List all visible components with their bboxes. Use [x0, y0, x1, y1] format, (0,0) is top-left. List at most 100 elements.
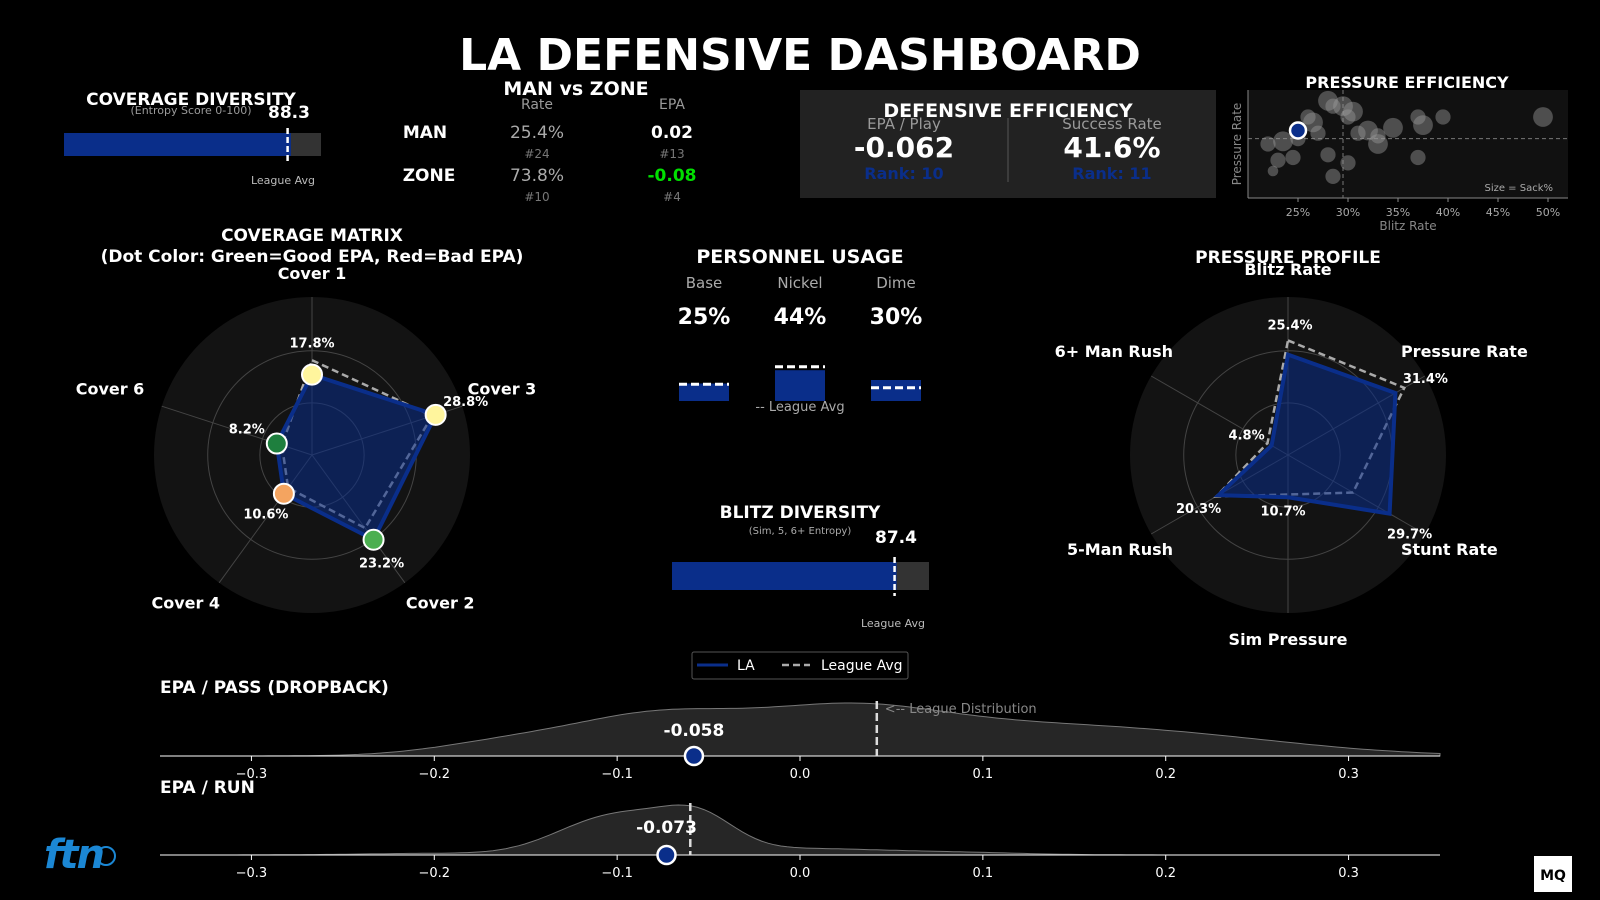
scatter-point — [1410, 109, 1426, 125]
coverage-diversity-avg-label: League Avg — [251, 174, 315, 187]
personnel-label: Nickel — [777, 274, 822, 292]
x-tick-label: 40% — [1436, 206, 1460, 219]
scatter-team-point — [1288, 121, 1308, 140]
scatter-point — [1340, 109, 1356, 125]
personnel-value: 25% — [678, 305, 731, 330]
pressure-profile-title: PRESSURE PROFILE — [1195, 248, 1381, 268]
x-tick-label: 0.0 — [790, 767, 811, 782]
x-tick-label: −0.2 — [418, 767, 450, 782]
radar-value-label: 10.6% — [243, 508, 288, 523]
epa-pass-title: EPA / PASS (DROPBACK) — [160, 678, 389, 698]
scatter-point — [1370, 128, 1386, 144]
scatter-point — [1318, 90, 1338, 111]
personnel-bar — [775, 370, 825, 401]
man-epa: 0.02 — [651, 123, 693, 143]
man-epa-rank: #13 — [659, 147, 684, 161]
radar-axis-label: Cover 2 — [406, 594, 475, 613]
blitz-diversity-subtitle: (Sim, 5, 6+ Entropy) — [749, 526, 852, 537]
scatter-point — [1435, 109, 1451, 125]
man-row-label: MAN — [403, 123, 447, 143]
scatter-point — [1310, 125, 1326, 141]
radar-value-label: 25.4% — [1267, 319, 1312, 334]
pressure-efficiency-note: Size = Sack% — [1484, 183, 1553, 194]
coverage-diversity-panel: COVERAGE DIVERSITY (Entropy Score 0-100)… — [64, 90, 321, 187]
man-zone-col-rate: Rate — [521, 97, 553, 113]
x-tick-label: 25% — [1286, 206, 1310, 219]
x-tick-label: 50% — [1536, 206, 1560, 219]
radar-team — [274, 372, 439, 543]
man-rate: 25.4% — [510, 123, 564, 143]
radar-point — [424, 403, 447, 426]
scatter-point — [1267, 165, 1279, 177]
scatter-point — [1350, 125, 1366, 141]
radar-axis-label: 6+ Man Rush — [1055, 342, 1173, 361]
scatter-point — [1383, 117, 1403, 138]
scatter-point — [1325, 98, 1341, 114]
mq-logo: MQ — [1534, 856, 1572, 892]
epa-run-distribution — [160, 804, 1440, 856]
epa-pass-chart: EPA / PASS (DROPBACK) <-- League Distrib… — [160, 678, 1441, 782]
epa-run-value: -0.073 — [636, 818, 697, 838]
scatter-point — [1533, 107, 1553, 127]
x-tick-label: 30% — [1336, 206, 1360, 219]
x-tick-label: 0.1 — [973, 866, 994, 881]
pressure-efficiency-ylabel: Pressure Rate — [1230, 103, 1244, 186]
page-title: LA DEFENSIVE DASHBOARD — [459, 30, 1141, 81]
radar-axis-label: Cover 1 — [278, 264, 347, 283]
zone-epa-rank: #4 — [663, 190, 681, 204]
success-rate-label: Success Rate — [1062, 115, 1162, 133]
radar-point — [265, 432, 288, 455]
coverage-diversity-subtitle: (Entropy Score 0-100) — [130, 104, 251, 117]
x-tick-label: −0.2 — [418, 866, 450, 881]
coverage-diversity-value: 88.3 — [268, 103, 310, 123]
scatter-point — [1340, 155, 1356, 171]
mq-logo-box — [1534, 856, 1572, 892]
scatter-point — [1410, 149, 1426, 166]
epa-play-rank: Rank: 10 — [864, 164, 943, 183]
pressure-efficiency-title: PRESSURE EFFICIENCY — [1305, 73, 1509, 92]
radar-point — [272, 482, 295, 505]
scatter-point — [1303, 112, 1323, 133]
x-tick-label: 0.0 — [790, 866, 811, 881]
epa-pass-distribution — [160, 702, 1441, 757]
blitz-diversity-value: 87.4 — [875, 528, 917, 548]
personnel-usage-avg-label: -- League Avg — [755, 400, 844, 415]
radar-value-label: 17.8% — [289, 337, 334, 352]
scatter-point — [1270, 152, 1286, 168]
personnel-label: Base — [686, 274, 723, 292]
blitz-diversity-title: BLITZ DIVERSITY — [720, 503, 881, 523]
radar-axis-label: Stunt Rate — [1401, 540, 1498, 559]
personnel-bar — [871, 380, 921, 401]
epa-pass-dist-label: <-- League Distribution — [885, 702, 1037, 717]
x-tick-label: −0.3 — [236, 866, 268, 881]
radar-axis-label: Sim Pressure — [1229, 630, 1348, 649]
personnel-value: 30% — [870, 305, 923, 330]
man-zone-title: MAN vs ZONE — [503, 78, 648, 100]
epa-pass-value: -0.058 — [664, 721, 725, 741]
scatter-point — [1343, 101, 1363, 122]
personnel-value: 44% — [774, 305, 827, 330]
radar-spoke — [1150, 375, 1289, 456]
radar-value-label: 4.8% — [1229, 429, 1265, 444]
personnel-usage-title: PERSONNEL USAGE — [696, 246, 903, 268]
x-tick-label: 0.1 — [973, 767, 994, 782]
epa-play-value: -0.062 — [854, 131, 954, 164]
ftn-logo-text: ftn — [44, 832, 104, 878]
x-tick-label: −0.3 — [236, 767, 268, 782]
coverage-matrix-subtitle: (Dot Color: Green=Good EPA, Red=Bad EPA) — [101, 247, 524, 267]
radar-point — [362, 528, 385, 551]
zone-rate: 73.8% — [510, 166, 564, 186]
ftn-logo: ftn — [44, 832, 116, 878]
blitz-diversity-panel: BLITZ DIVERSITY (Sim, 5, 6+ Entropy) 87.… — [672, 503, 929, 630]
epa-run-chart: EPA / RUN -0.073 −0.3 −0.2 −0.1 0.0 0.1 0.2 0.… — [160, 778, 1440, 881]
blitz-diversity-avg-label: League Avg — [861, 617, 925, 630]
legend-avg-label: League Avg — [821, 658, 903, 674]
radar-point — [301, 363, 323, 386]
success-rate-rank: Rank: 11 — [1072, 164, 1151, 183]
personnel-bar — [679, 383, 729, 401]
radar-axis-label: Cover 4 — [151, 594, 220, 613]
scatter-point — [1300, 109, 1316, 125]
zone-epa: -0.08 — [648, 166, 697, 186]
x-tick-label: 45% — [1486, 206, 1510, 219]
